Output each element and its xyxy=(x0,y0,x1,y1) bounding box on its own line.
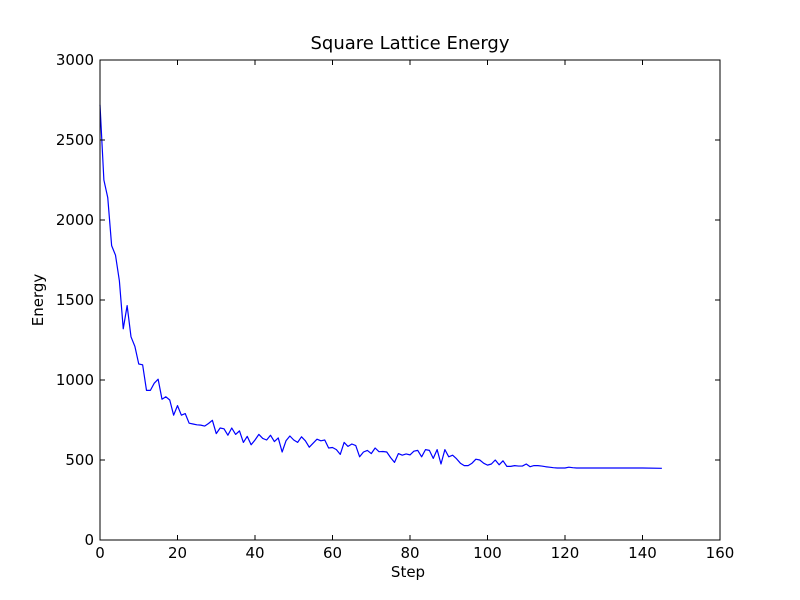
y-axis-title: Energy xyxy=(29,274,47,327)
chart-title: Square Lattice Energy xyxy=(311,33,510,54)
x-tick-label: 160 xyxy=(706,544,735,562)
series-layer xyxy=(99,104,662,469)
y-tick-label: 1000 xyxy=(56,371,94,389)
x-tick-label: 80 xyxy=(400,544,419,562)
x-tick-label: 40 xyxy=(245,544,264,562)
y-tick-label: 0 xyxy=(84,531,94,549)
y-tick-label: 3000 xyxy=(56,51,94,69)
y-tick-label: 500 xyxy=(65,451,94,469)
y-ticks: 0 500 1000 1500 2000 2500 3000 xyxy=(56,51,720,549)
x-tick-label: 0 xyxy=(95,544,105,562)
series-line xyxy=(99,104,662,469)
x-ticks: 0 20 40 60 80 100 120 140 160 xyxy=(95,60,734,562)
x-axis-title: Step xyxy=(391,563,425,581)
y-tick-label: 2000 xyxy=(56,211,94,229)
y-tick-label: 2500 xyxy=(56,131,94,149)
x-tick-label: 140 xyxy=(628,544,657,562)
x-tick-label: 100 xyxy=(473,544,502,562)
x-tick-label: 60 xyxy=(323,544,342,562)
y-tick-label: 1500 xyxy=(56,291,94,309)
x-tick-label: 120 xyxy=(551,544,580,562)
x-tick-label: 20 xyxy=(168,544,187,562)
